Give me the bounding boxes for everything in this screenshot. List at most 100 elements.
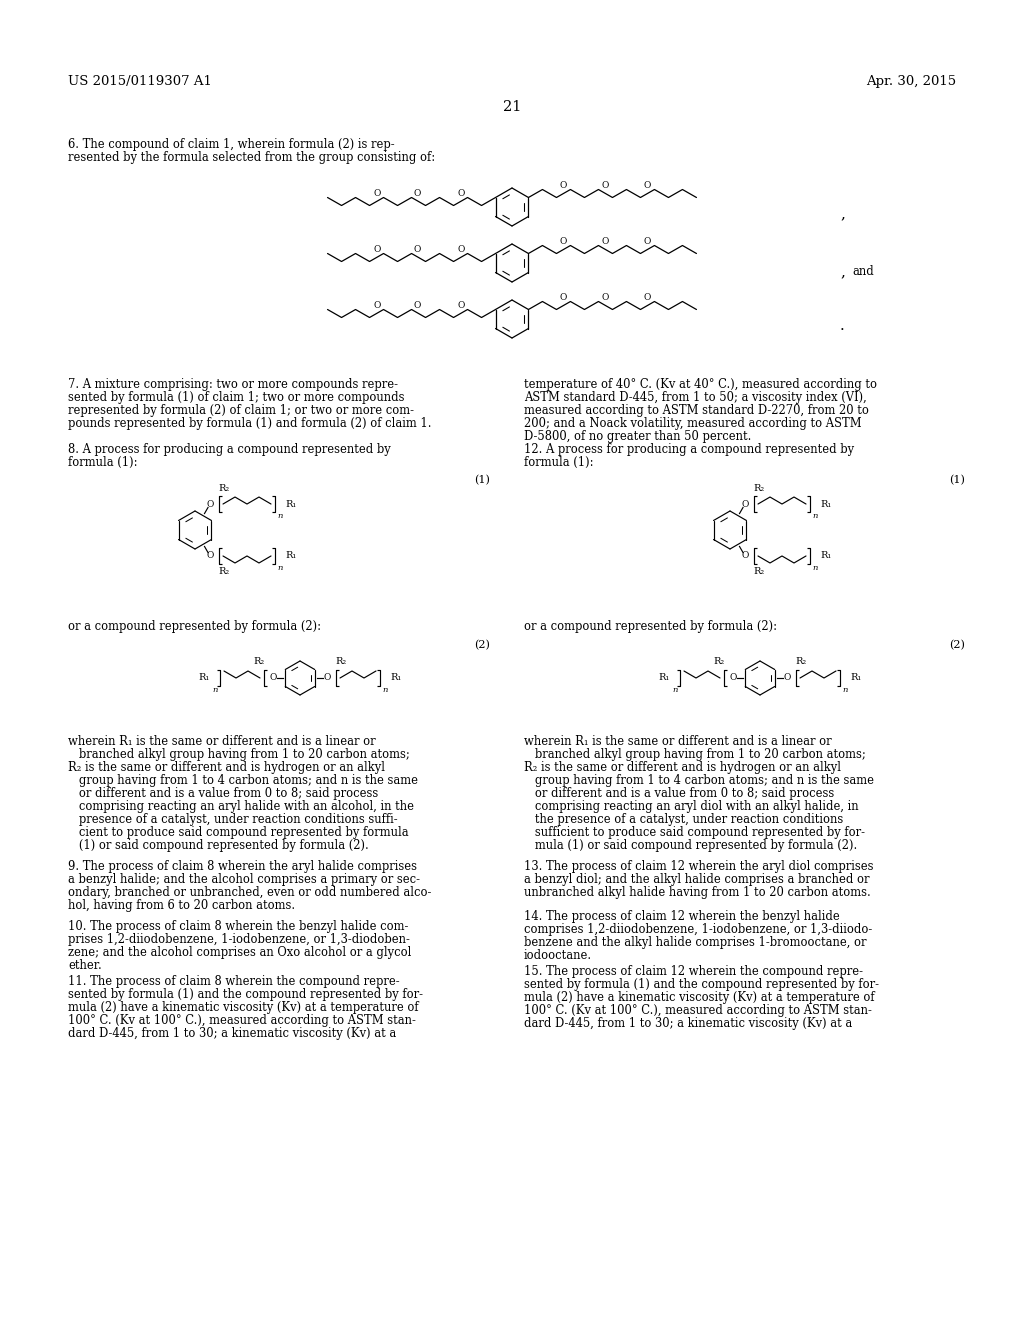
Text: or different and is a value from 0 to 8; said process: or different and is a value from 0 to 8;… [524, 787, 835, 800]
Text: O: O [324, 673, 331, 682]
Text: 12. A process for producing a compound represented by: 12. A process for producing a compound r… [524, 444, 854, 455]
Text: 13. The process of claim 12 wherein the aryl diol comprises: 13. The process of claim 12 wherein the … [524, 861, 873, 873]
Text: O: O [602, 293, 609, 302]
Text: O: O [602, 238, 609, 246]
Text: 100° C. (Kv at 100° C.), measured according to ASTM stan-: 100° C. (Kv at 100° C.), measured accord… [68, 1014, 416, 1027]
Text: ASTM standard D-445, from 1 to 50; a viscosity index (VI),: ASTM standard D-445, from 1 to 50; a vis… [524, 391, 866, 404]
Text: 21: 21 [503, 100, 521, 114]
Text: R₂: R₂ [714, 657, 725, 667]
Text: US 2015/0119307 A1: US 2015/0119307 A1 [68, 75, 212, 88]
Text: 8. A process for producing a compound represented by: 8. A process for producing a compound re… [68, 444, 391, 455]
Text: R₂: R₂ [218, 483, 229, 492]
Text: sented by formula (1) of claim 1; two or more compounds: sented by formula (1) of claim 1; two or… [68, 391, 404, 404]
Text: mula (2) have a kinematic viscosity (Kv) at a temperature of: mula (2) have a kinematic viscosity (Kv)… [524, 991, 874, 1005]
Text: (1) or said compound represented by formula (2).: (1) or said compound represented by form… [68, 840, 369, 851]
Text: R₁: R₁ [285, 552, 296, 561]
Text: sented by formula (1) and the compound represented by for-: sented by formula (1) and the compound r… [524, 978, 879, 991]
Text: O: O [458, 301, 465, 310]
Text: O: O [414, 189, 421, 198]
Text: R₁: R₁ [820, 499, 831, 508]
Text: n: n [673, 686, 678, 694]
Text: O: O [374, 189, 381, 198]
Text: O: O [560, 181, 567, 190]
Text: D-5800, of no greater than 50 percent.: D-5800, of no greater than 50 percent. [524, 430, 752, 444]
Text: n: n [812, 512, 817, 520]
Text: R₁: R₁ [285, 499, 296, 508]
Text: 10. The process of claim 8 wherein the benzyl halide com-: 10. The process of claim 8 wherein the b… [68, 920, 409, 933]
Text: O: O [741, 552, 749, 561]
Text: the presence of a catalyst, under reaction conditions: the presence of a catalyst, under reacti… [524, 813, 843, 826]
Text: (2): (2) [949, 640, 965, 651]
Text: ether.: ether. [68, 960, 101, 972]
Text: (1): (1) [949, 475, 965, 486]
Text: measured according to ASTM standard D-2270, from 20 to: measured according to ASTM standard D-22… [524, 404, 869, 417]
Text: mula (1) or said compound represented by formula (2).: mula (1) or said compound represented by… [524, 840, 857, 851]
Text: branched alkyl group having from 1 to 20 carbon atoms;: branched alkyl group having from 1 to 20… [524, 748, 865, 762]
Text: R₂: R₂ [754, 483, 765, 492]
Text: ,: , [840, 207, 845, 220]
Text: O: O [644, 238, 651, 246]
Text: cient to produce said compound represented by formula: cient to produce said compound represent… [68, 826, 409, 840]
Text: O: O [206, 552, 214, 561]
Text: O: O [374, 301, 381, 310]
Text: n: n [278, 512, 283, 520]
Text: pounds represented by formula (1) and formula (2) of claim 1.: pounds represented by formula (1) and fo… [68, 417, 431, 430]
Text: n: n [842, 686, 848, 694]
Text: R₁: R₁ [820, 552, 831, 561]
Text: n: n [213, 686, 218, 694]
Text: a benzyl diol; and the alkyl halide comprises a branched or: a benzyl diol; and the alkyl halide comp… [524, 873, 869, 886]
Text: formula (1):: formula (1): [524, 455, 594, 469]
Text: 7. A mixture comprising: two or more compounds repre-: 7. A mixture comprising: two or more com… [68, 378, 398, 391]
Text: group having from 1 to 4 carbon atoms; and n is the same: group having from 1 to 4 carbon atoms; a… [68, 774, 418, 787]
Text: hol, having from 6 to 20 carbon atoms.: hol, having from 6 to 20 carbon atoms. [68, 899, 295, 912]
Text: R₂: R₂ [336, 657, 346, 667]
Text: O: O [729, 673, 736, 682]
Text: resented by the formula selected from the group consisting of:: resented by the formula selected from th… [68, 150, 435, 164]
Text: O: O [269, 673, 276, 682]
Text: comprising reacting an aryl diol with an alkyl halide, in: comprising reacting an aryl diol with an… [524, 800, 859, 813]
Text: wherein R₁ is the same or different and is a linear or: wherein R₁ is the same or different and … [68, 735, 376, 748]
Text: comprises 1,2-diiodobenzene, 1-iodobenzene, or 1,3-diiodo-: comprises 1,2-diiodobenzene, 1-iodobenze… [524, 923, 872, 936]
Text: (1): (1) [474, 475, 490, 486]
Text: ,: , [840, 265, 845, 279]
Text: or a compound represented by formula (2):: or a compound represented by formula (2)… [68, 620, 321, 634]
Text: prises 1,2-diiodobenzene, 1-iodobenzene, or 1,3-diodoben-: prises 1,2-diiodobenzene, 1-iodobenzene,… [68, 933, 410, 946]
Text: iodooctane.: iodooctane. [524, 949, 592, 962]
Text: R₁: R₁ [850, 673, 861, 682]
Text: (2): (2) [474, 640, 490, 651]
Text: n: n [278, 564, 283, 572]
Text: O: O [560, 238, 567, 246]
Text: O: O [560, 293, 567, 302]
Text: O: O [414, 301, 421, 310]
Text: 11. The process of claim 8 wherein the compound repre-: 11. The process of claim 8 wherein the c… [68, 975, 399, 987]
Text: zene; and the alcohol comprises an Oxo alcohol or a glycol: zene; and the alcohol comprises an Oxo a… [68, 946, 412, 960]
Text: O: O [374, 246, 381, 253]
Text: 100° C. (Kv at 100° C.), measured according to ASTM stan-: 100° C. (Kv at 100° C.), measured accord… [524, 1005, 871, 1016]
Text: temperature of 40° C. (Kv at 40° C.), measured according to: temperature of 40° C. (Kv at 40° C.), me… [524, 378, 877, 391]
Text: 14. The process of claim 12 wherein the benzyl halide: 14. The process of claim 12 wherein the … [524, 909, 840, 923]
Text: R₂ is the same or different and is hydrogen or an alkyl: R₂ is the same or different and is hydro… [524, 762, 841, 774]
Text: benzene and the alkyl halide comprises 1-bromooctane, or: benzene and the alkyl halide comprises 1… [524, 936, 866, 949]
Text: and: and [852, 265, 873, 279]
Text: R₂ is the same or different and is hydrogen or an alkyl: R₂ is the same or different and is hydro… [68, 762, 385, 774]
Text: R₁: R₁ [199, 673, 210, 682]
Text: presence of a catalyst, under reaction conditions suffi-: presence of a catalyst, under reaction c… [68, 813, 397, 826]
Text: sufficient to produce said compound represented by for-: sufficient to produce said compound repr… [524, 826, 865, 840]
Text: represented by formula (2) of claim 1; or two or more com-: represented by formula (2) of claim 1; o… [68, 404, 414, 417]
Text: R₁: R₁ [390, 673, 401, 682]
Text: a benzyl halide; and the alcohol comprises a primary or sec-: a benzyl halide; and the alcohol compris… [68, 873, 420, 886]
Text: formula (1):: formula (1): [68, 455, 137, 469]
Text: group having from 1 to 4 carbon atoms; and n is the same: group having from 1 to 4 carbon atoms; a… [524, 774, 874, 787]
Text: R₂: R₂ [754, 568, 765, 577]
Text: or a compound represented by formula (2):: or a compound represented by formula (2)… [524, 620, 777, 634]
Text: O: O [644, 181, 651, 190]
Text: dard D-445, from 1 to 30; a kinematic viscosity (Kv) at a: dard D-445, from 1 to 30; a kinematic vi… [68, 1027, 396, 1040]
Text: sented by formula (1) and the compound represented by for-: sented by formula (1) and the compound r… [68, 987, 423, 1001]
Text: n: n [382, 686, 387, 694]
Text: ondary, branched or unbranched, even or odd numbered alco-: ondary, branched or unbranched, even or … [68, 886, 431, 899]
Text: or different and is a value from 0 to 8; said process: or different and is a value from 0 to 8;… [68, 787, 378, 800]
Text: O: O [458, 246, 465, 253]
Text: O: O [741, 499, 749, 508]
Text: 9. The process of claim 8 wherein the aryl halide comprises: 9. The process of claim 8 wherein the ar… [68, 861, 417, 873]
Text: R₁: R₁ [658, 673, 670, 682]
